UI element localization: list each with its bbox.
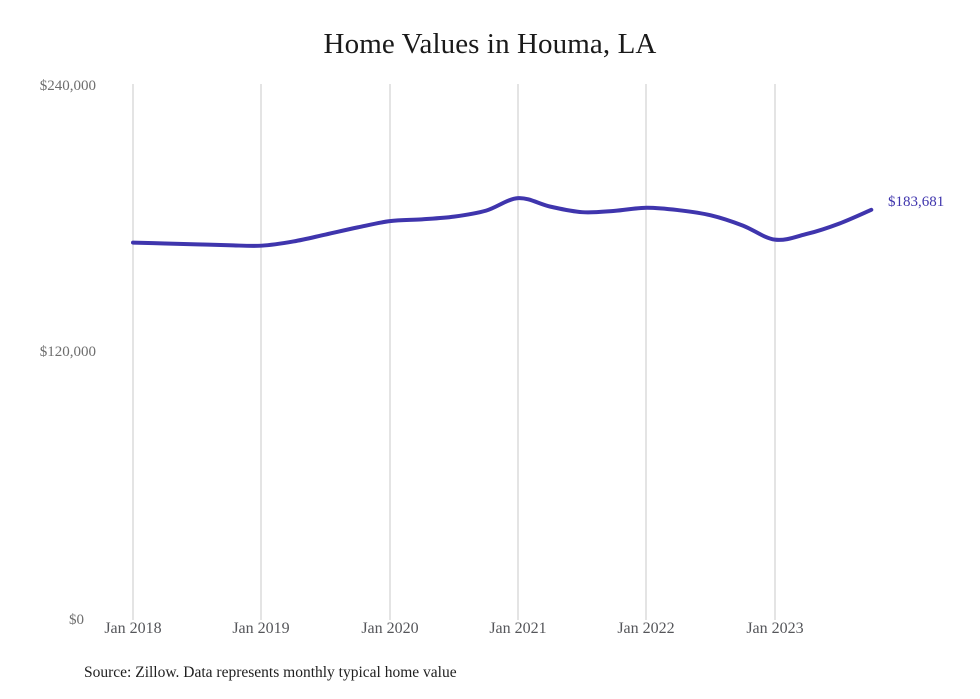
x-axis-tick-jan-2020: Jan 2020 <box>361 620 419 637</box>
series-line-typical-home-value <box>131 196 874 248</box>
x-axis-tick-jan-2023: Jan 2023 <box>746 620 804 637</box>
x-axis-tick-jan-2018: Jan 2018 <box>104 620 162 637</box>
y-axis-tick-top: $240,000 <box>39 78 96 94</box>
series-endpoint-value-label: $183,681 <box>888 194 945 210</box>
x-axis-tick-jan-2019: Jan 2019 <box>232 620 290 637</box>
x-axis-tick-jan-2021: Jan 2021 <box>489 620 547 637</box>
y-axis-tick-bottom: $0 <box>69 612 84 628</box>
x-axis-tick-jan-2022: Jan 2022 <box>617 620 675 637</box>
source-note: Source: Zillow. Data represents monthly … <box>84 664 457 681</box>
y-axis-tick-mid: $120,000 <box>39 344 96 360</box>
vertical-gridlines <box>132 84 776 620</box>
chart-title: Home Values in Houma, LA <box>323 28 657 60</box>
